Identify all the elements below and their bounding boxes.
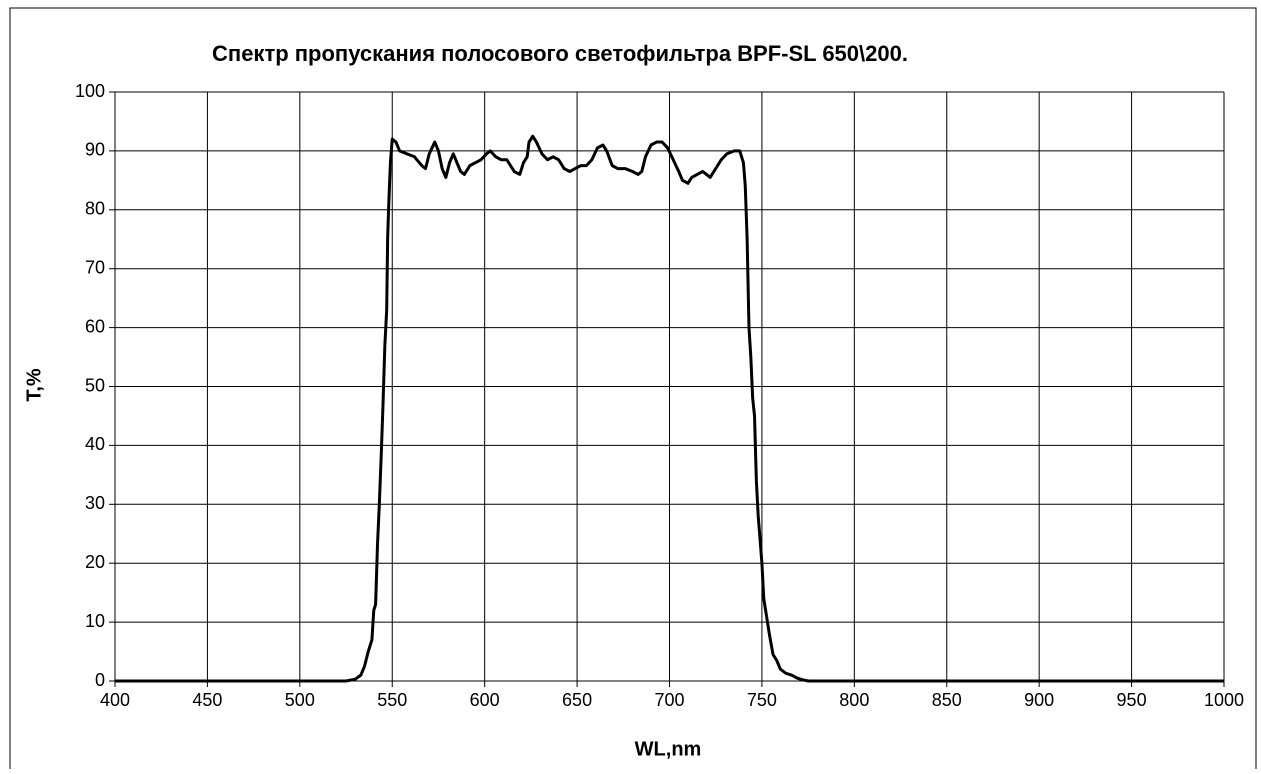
- y-tick-label: 30: [85, 493, 105, 513]
- series-line: [115, 134, 1224, 683]
- x-tick-label: 700: [654, 690, 684, 710]
- x-tick-label: 1000: [1204, 690, 1244, 710]
- y-tick-label: 100: [75, 81, 105, 101]
- x-tick-label: 500: [285, 690, 315, 710]
- x-tick-label: 550: [377, 690, 407, 710]
- y-axis-title: T,%: [23, 368, 45, 402]
- y-tick-label: 60: [85, 316, 105, 336]
- y-tick-label: 10: [85, 611, 105, 631]
- y-tick-label: 0: [95, 670, 105, 690]
- x-tick-label: 850: [932, 690, 962, 710]
- y-tick-label: 70: [85, 257, 105, 277]
- chart-title: Спектр пропускания полосового светофильт…: [212, 41, 908, 66]
- y-tick-label: 90: [85, 140, 105, 160]
- x-tick-label: 650: [562, 690, 592, 710]
- y-tick-label: 80: [85, 199, 105, 219]
- x-tick-label: 600: [470, 690, 500, 710]
- x-tick-label: 950: [1117, 690, 1147, 710]
- x-axis-title: WL,nm: [635, 738, 702, 760]
- x-tick-label: 750: [747, 690, 777, 710]
- y-tick-label: 40: [85, 434, 105, 454]
- y-tick-label: 50: [85, 375, 105, 395]
- x-tick-label: 450: [192, 690, 222, 710]
- x-tick-label: 800: [839, 690, 869, 710]
- y-tick-label: 20: [85, 552, 105, 572]
- x-tick-label: 400: [100, 690, 130, 710]
- x-tick-label: 900: [1024, 690, 1054, 710]
